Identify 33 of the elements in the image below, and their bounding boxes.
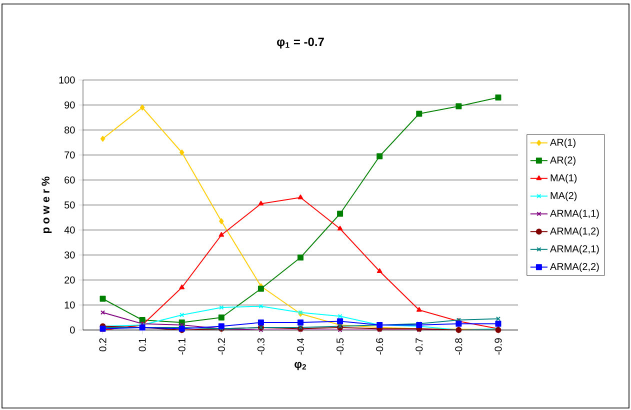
legend-label: AR(2) <box>550 156 576 166</box>
y-tick-label: 0 <box>70 326 75 334</box>
y-tick-label: 70 <box>64 151 75 159</box>
y-tick-label: 40 <box>64 226 75 234</box>
x-tick-label: -0.5 <box>336 338 344 355</box>
x-tick-label: -0.1 <box>178 338 186 355</box>
legend-label: ARMA(1,2) <box>550 227 599 237</box>
y-tick-label: 80 <box>64 126 75 134</box>
x-tick-label: 0.2 <box>99 338 106 352</box>
x-tick-label: -0.7 <box>416 338 423 355</box>
y-tick-label: 90 <box>64 101 75 109</box>
x-tick-label: 0.1 <box>138 338 146 352</box>
y-tick-label: 60 <box>64 176 75 184</box>
x-tick-label: -0.9 <box>494 338 502 355</box>
y-tick-label: 10 <box>64 301 75 309</box>
legend-label: ARMA(2,2) <box>550 262 599 272</box>
legend-label: ARMA(1,1) <box>550 210 599 219</box>
chart-title: φ$_{1}$ = -0.7 <box>277 38 324 48</box>
x-tick-label: -0.8 <box>455 338 462 355</box>
x-tick-label: -0.4 <box>296 338 304 355</box>
legend-label: AR(1) <box>550 138 576 148</box>
legend-label: MA(2) <box>550 192 577 202</box>
y-tick-label: 50 <box>64 201 75 209</box>
y-tick-label: 100 <box>59 76 75 84</box>
y-tick-label: 30 <box>64 251 75 259</box>
x-tick-label: -0.6 <box>376 338 384 355</box>
x-tick-label: -0.2 <box>218 338 225 355</box>
y-tick-label: 20 <box>64 276 75 284</box>
x-axis-title: φ$_{2}$ <box>294 362 306 370</box>
legend-label: ARMA(2,1) <box>550 244 599 254</box>
x-tick-label: -0.3 <box>257 338 264 355</box>
y-axis-title: p o w e r % <box>42 176 52 234</box>
legend-label: MA(1) <box>550 174 577 184</box>
